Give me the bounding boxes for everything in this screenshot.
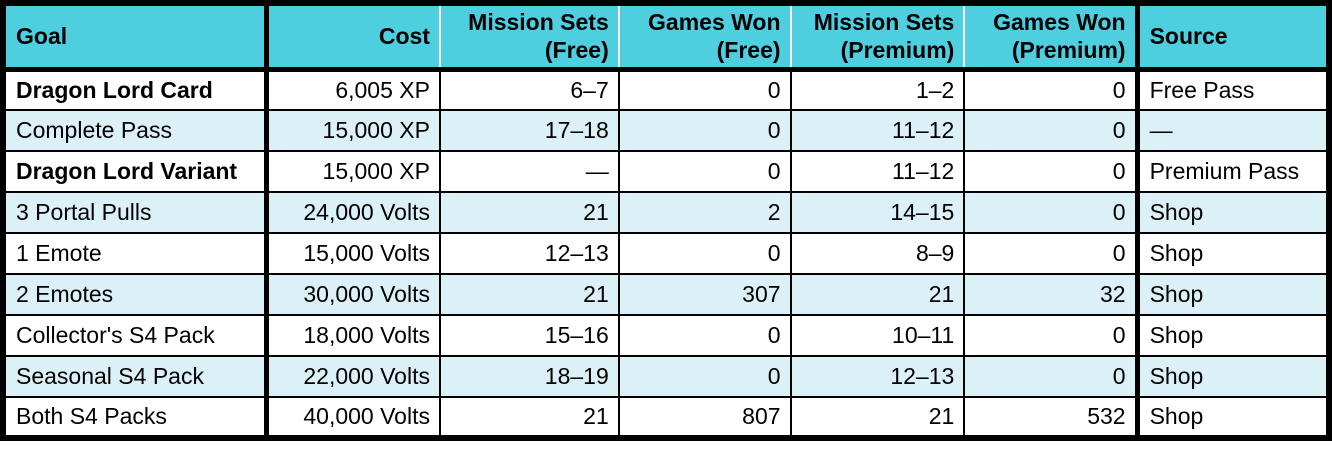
- mission-sets-premium-cell: 14–15: [789, 191, 966, 234]
- goal-cell: 3 Portal Pulls: [1, 191, 268, 234]
- games-won-free-cell: 807: [617, 396, 792, 439]
- games-won-premium-cell: 0: [963, 314, 1139, 357]
- goal-cell: Complete Pass: [1, 109, 268, 152]
- cost-cell: 22,000 Volts: [263, 355, 441, 398]
- cost-cell: 40,000 Volts: [263, 396, 441, 439]
- games-won-free-cell: 307: [617, 273, 792, 316]
- games-won-premium-cell: 532: [963, 396, 1139, 439]
- mission-sets-free-cell: 12–13: [438, 232, 620, 275]
- column-header-source: Source: [1134, 3, 1329, 72]
- table-row: 2 Emotes 30,000 Volts 21 307 21 32 Shop: [1, 273, 1330, 316]
- games-won-free-cell: 0: [617, 232, 792, 275]
- mission-sets-premium-cell: 10–11: [789, 314, 966, 357]
- cost-cell: 15,000 XP: [263, 109, 441, 152]
- games-won-free-cell: 0: [617, 68, 792, 111]
- source-cell: Premium Pass: [1134, 150, 1330, 193]
- cost-cell: 24,000 Volts: [263, 191, 441, 234]
- source-cell: Shop: [1134, 232, 1330, 275]
- source-cell: Free Pass: [1134, 68, 1330, 111]
- table-header: Goal Cost Mission Sets (Free) Games Won …: [3, 3, 1329, 72]
- games-won-free-cell: 2: [617, 191, 792, 234]
- mission-sets-free-cell: 21: [438, 396, 620, 439]
- games-won-free-cell: 0: [617, 150, 792, 193]
- header-row: Goal Cost Mission Sets (Free) Games Won …: [3, 3, 1329, 72]
- cost-cell: 30,000 Volts: [263, 273, 441, 316]
- games-won-premium-cell: 0: [963, 355, 1139, 398]
- source-cell: —: [1134, 109, 1330, 152]
- goal-cell: Seasonal S4 Pack: [1, 355, 268, 398]
- goal-cell: 2 Emotes: [1, 273, 268, 316]
- table-row: Both S4 Packs 40,000 Volts 21 807 21 532 Shop: [1, 396, 1330, 439]
- mission-sets-free-cell: 6–7: [438, 68, 620, 111]
- table-row: Collector's S4 Pack 18,000 Volts 15–16 0 10–…: [1, 314, 1330, 357]
- games-won-premium-cell: 32: [963, 273, 1139, 316]
- goal-cell: Dragon Lord Card: [1, 68, 268, 111]
- games-won-premium-cell: 0: [963, 150, 1139, 193]
- goal-cell: 1 Emote: [1, 232, 268, 275]
- goal-cell: Dragon Lord Variant: [1, 150, 268, 193]
- source-cell: Shop: [1134, 396, 1330, 439]
- goal-cell: Both S4 Packs: [1, 396, 268, 439]
- cost-cell: 15,000 Volts: [263, 232, 441, 275]
- games-won-premium-cell: 0: [963, 232, 1139, 275]
- table-row: Seasonal S4 Pack 22,000 Volts 18–19 0 12–13 0…: [1, 355, 1330, 398]
- source-cell: Shop: [1134, 314, 1330, 357]
- mission-sets-premium-cell: 1–2: [789, 68, 966, 111]
- cost-cell: 18,000 Volts: [263, 314, 441, 357]
- table-row: 3 Portal Pulls 24,000 Volts 21 2 14–15 0 Shop: [1, 191, 1330, 234]
- column-header-games-won-free: Games Won (Free): [617, 3, 791, 72]
- table-row: Complete Pass 15,000 XP 17–18 0 11–12 0—: [1, 109, 1330, 152]
- mission-sets-premium-cell: 11–12: [789, 150, 966, 193]
- rewards-table: Goal Cost Mission Sets (Free) Games Won …: [0, 0, 1332, 441]
- column-header-mission-sets-free: Mission Sets (Free): [438, 3, 619, 72]
- table-body: Dragon Lord Card 6,005 XP 6–7 0 1–2 0 Free Pas…: [1, 68, 1330, 439]
- games-won-premium-cell: 0: [963, 109, 1139, 152]
- goal-cell: Collector's S4 Pack: [1, 314, 268, 357]
- games-won-free-cell: 0: [617, 314, 792, 357]
- mission-sets-free-cell: 18–19: [438, 355, 620, 398]
- mission-sets-free-cell: 15–16: [438, 314, 620, 357]
- mission-sets-premium-cell: 11–12: [789, 109, 966, 152]
- column-header-mission-sets-premium: Mission Sets (Premium): [789, 3, 965, 72]
- source-cell: Shop: [1134, 273, 1330, 316]
- source-cell: Shop: [1134, 355, 1330, 398]
- table-row: Dragon Lord Card 6,005 XP 6–7 0 1–2 0 Free Pas…: [1, 68, 1330, 111]
- mission-sets-free-cell: —: [438, 150, 620, 193]
- mission-sets-premium-cell: 12–13: [789, 355, 966, 398]
- mission-sets-free-cell: 21: [438, 273, 620, 316]
- mission-sets-free-cell: 21: [438, 191, 620, 234]
- cost-cell: 15,000 XP: [263, 150, 441, 193]
- mission-sets-premium-cell: 21: [789, 396, 966, 439]
- games-won-free-cell: 0: [617, 109, 792, 152]
- column-header-cost: Cost: [263, 3, 440, 72]
- cost-cell: 6,005 XP: [263, 68, 441, 111]
- games-won-free-cell: 0: [617, 355, 792, 398]
- games-won-premium-cell: 0: [963, 68, 1139, 111]
- source-cell: Shop: [1134, 191, 1330, 234]
- table-row: Dragon Lord Variant 15,000 XP —0 11–12 0 Prem…: [1, 150, 1330, 193]
- column-header-goal: Goal: [3, 3, 267, 72]
- mission-sets-premium-cell: 21: [789, 273, 966, 316]
- mission-sets-premium-cell: 8–9: [789, 232, 966, 275]
- games-won-premium-cell: 0: [963, 191, 1139, 234]
- table-row: 1 Emote 15,000 Volts 12–13 0 8–9 0 Shop: [1, 232, 1330, 275]
- mission-sets-free-cell: 17–18: [438, 109, 620, 152]
- column-header-games-won-premium: Games Won (Premium): [963, 3, 1138, 72]
